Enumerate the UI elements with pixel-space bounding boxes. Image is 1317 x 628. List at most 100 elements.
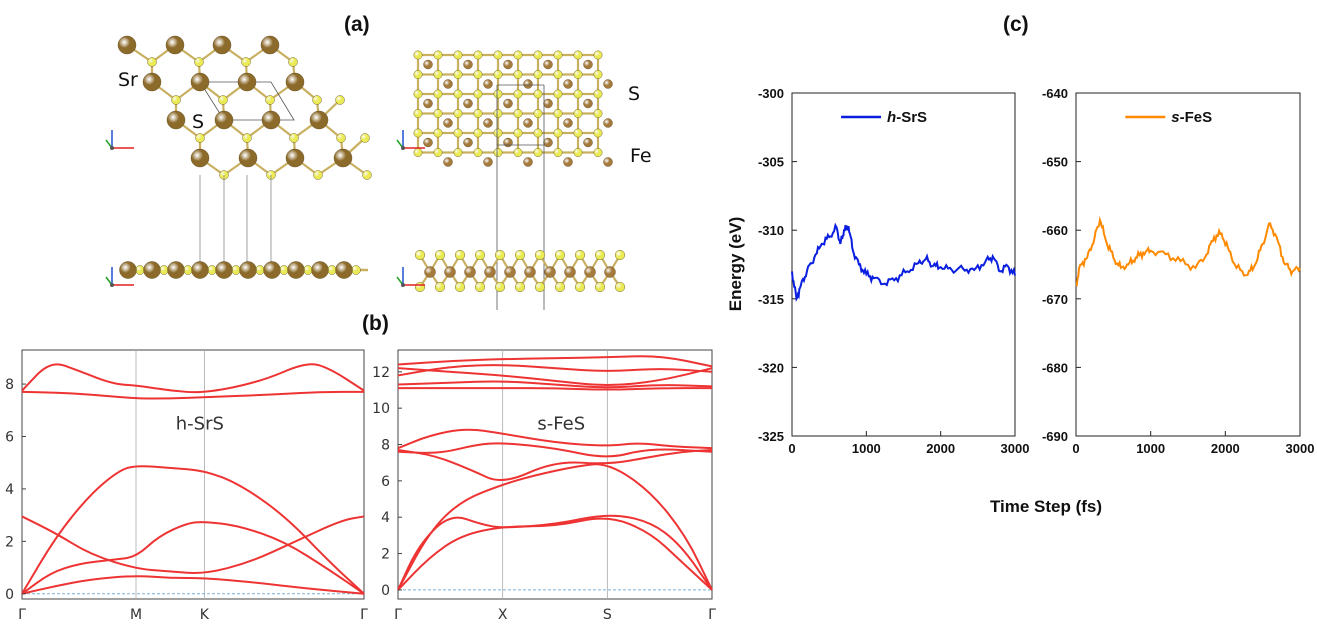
md-chart-h-srs: -300 -305 -310 -315 -320 -325 0 1000 2000 3000 h-S… bbox=[726, 86, 1102, 516]
origin-icon bbox=[401, 146, 405, 150]
sr-atom bbox=[239, 261, 257, 279]
y-tick-label: 4 bbox=[381, 510, 390, 526]
sr-atom bbox=[285, 148, 305, 168]
s-atom bbox=[159, 265, 169, 275]
fe-atom bbox=[424, 266, 436, 278]
s-atom bbox=[473, 50, 483, 60]
s-atom bbox=[288, 57, 298, 67]
s-atom bbox=[495, 249, 506, 260]
fe-atom bbox=[543, 98, 553, 109]
srs-top-view-structure bbox=[117, 35, 372, 262]
x-tick-label: S bbox=[603, 607, 612, 623]
fe-atom bbox=[544, 266, 556, 278]
x-tick-label: Γ bbox=[18, 607, 26, 623]
s-atom bbox=[535, 249, 546, 260]
y-tick-label: 6 bbox=[381, 474, 390, 490]
fe-atom bbox=[483, 118, 493, 128]
phonon-branch bbox=[397, 355, 713, 368]
s-atom bbox=[513, 89, 523, 99]
fe-atom bbox=[443, 118, 453, 128]
x-tick-label: 1000 bbox=[1136, 441, 1165, 456]
y-tick-label: 8 bbox=[381, 438, 390, 454]
s-atom bbox=[473, 148, 483, 157]
fe-atom bbox=[503, 137, 513, 148]
s-atom bbox=[553, 70, 563, 79]
s-atom bbox=[615, 282, 626, 293]
s-atom bbox=[595, 249, 606, 260]
sr-atom bbox=[119, 261, 137, 279]
s-atom bbox=[593, 70, 603, 79]
s-atom bbox=[553, 89, 563, 99]
s-atom bbox=[493, 50, 503, 60]
fe-atom bbox=[564, 266, 576, 278]
s-atom bbox=[289, 133, 299, 143]
fe-atom-label: Fe bbox=[630, 145, 652, 167]
s-atom bbox=[241, 57, 251, 67]
y-tick-label: 2 bbox=[5, 534, 14, 550]
s-atom bbox=[207, 265, 217, 275]
s-atom bbox=[433, 89, 443, 99]
s-atom bbox=[475, 282, 486, 293]
s-atom bbox=[515, 249, 526, 260]
sr-atom bbox=[190, 72, 210, 92]
phonon-branch bbox=[21, 575, 365, 595]
fe-atom bbox=[443, 157, 453, 167]
s-atom bbox=[303, 265, 313, 275]
sr-atom bbox=[165, 35, 185, 55]
phonon-branch bbox=[21, 363, 365, 394]
s-atom bbox=[413, 70, 423, 79]
fe-atom bbox=[443, 79, 453, 89]
fe-atom bbox=[603, 157, 613, 167]
s-atom bbox=[573, 89, 583, 99]
y-tick-label: 2 bbox=[381, 547, 390, 563]
phonon-branch bbox=[21, 465, 365, 595]
phonon-branch bbox=[21, 390, 364, 400]
s-atom bbox=[513, 70, 523, 79]
fe-atom bbox=[463, 98, 473, 109]
y-tick-label: -305 bbox=[758, 155, 784, 170]
s-atom bbox=[513, 50, 523, 60]
phonon-branch bbox=[397, 517, 713, 591]
y-tick-label: -690 bbox=[1042, 429, 1068, 444]
s-atom bbox=[435, 249, 446, 260]
s-atom bbox=[513, 128, 523, 138]
s-atom bbox=[313, 170, 323, 180]
s-atom bbox=[433, 148, 443, 157]
fe-atom bbox=[604, 266, 616, 278]
fe-atom bbox=[543, 59, 553, 70]
fe-atom bbox=[503, 59, 513, 70]
fe-atom bbox=[463, 137, 473, 148]
x-tick-label: 3000 bbox=[1001, 441, 1030, 456]
panel-b-label: (b) bbox=[362, 312, 389, 335]
s-atom bbox=[218, 95, 228, 105]
sr-atom bbox=[166, 110, 186, 130]
sr-atom bbox=[143, 261, 161, 279]
s-atom bbox=[455, 282, 466, 293]
fe-atom bbox=[444, 266, 456, 278]
sr-atom bbox=[117, 35, 137, 55]
panel-a-label: (a) bbox=[344, 13, 370, 36]
sr-atom bbox=[142, 72, 162, 92]
sr-atom bbox=[191, 261, 209, 279]
s-atom bbox=[593, 89, 603, 99]
s-atom bbox=[573, 128, 583, 138]
fe-atom bbox=[584, 266, 596, 278]
y-tick-label: -670 bbox=[1042, 292, 1068, 307]
legend-label: s-FeS bbox=[1171, 109, 1212, 126]
y-tick-label: -320 bbox=[758, 360, 784, 375]
s-atom bbox=[435, 282, 446, 293]
s-atom bbox=[453, 89, 463, 99]
s-atom bbox=[265, 95, 275, 105]
s-atom bbox=[575, 249, 586, 260]
x-tick-label: Γ bbox=[394, 607, 402, 623]
plot-frame bbox=[397, 349, 713, 600]
y-tick-label: -660 bbox=[1042, 223, 1068, 238]
fe-atom bbox=[464, 266, 476, 278]
y-tick-label: 10 bbox=[372, 401, 390, 417]
s-atom bbox=[533, 70, 543, 79]
origin-icon bbox=[110, 146, 114, 150]
sr-atom bbox=[263, 261, 281, 279]
s-atom bbox=[312, 95, 322, 105]
y-tick-label: -650 bbox=[1042, 155, 1068, 170]
sr-atom bbox=[214, 110, 234, 130]
